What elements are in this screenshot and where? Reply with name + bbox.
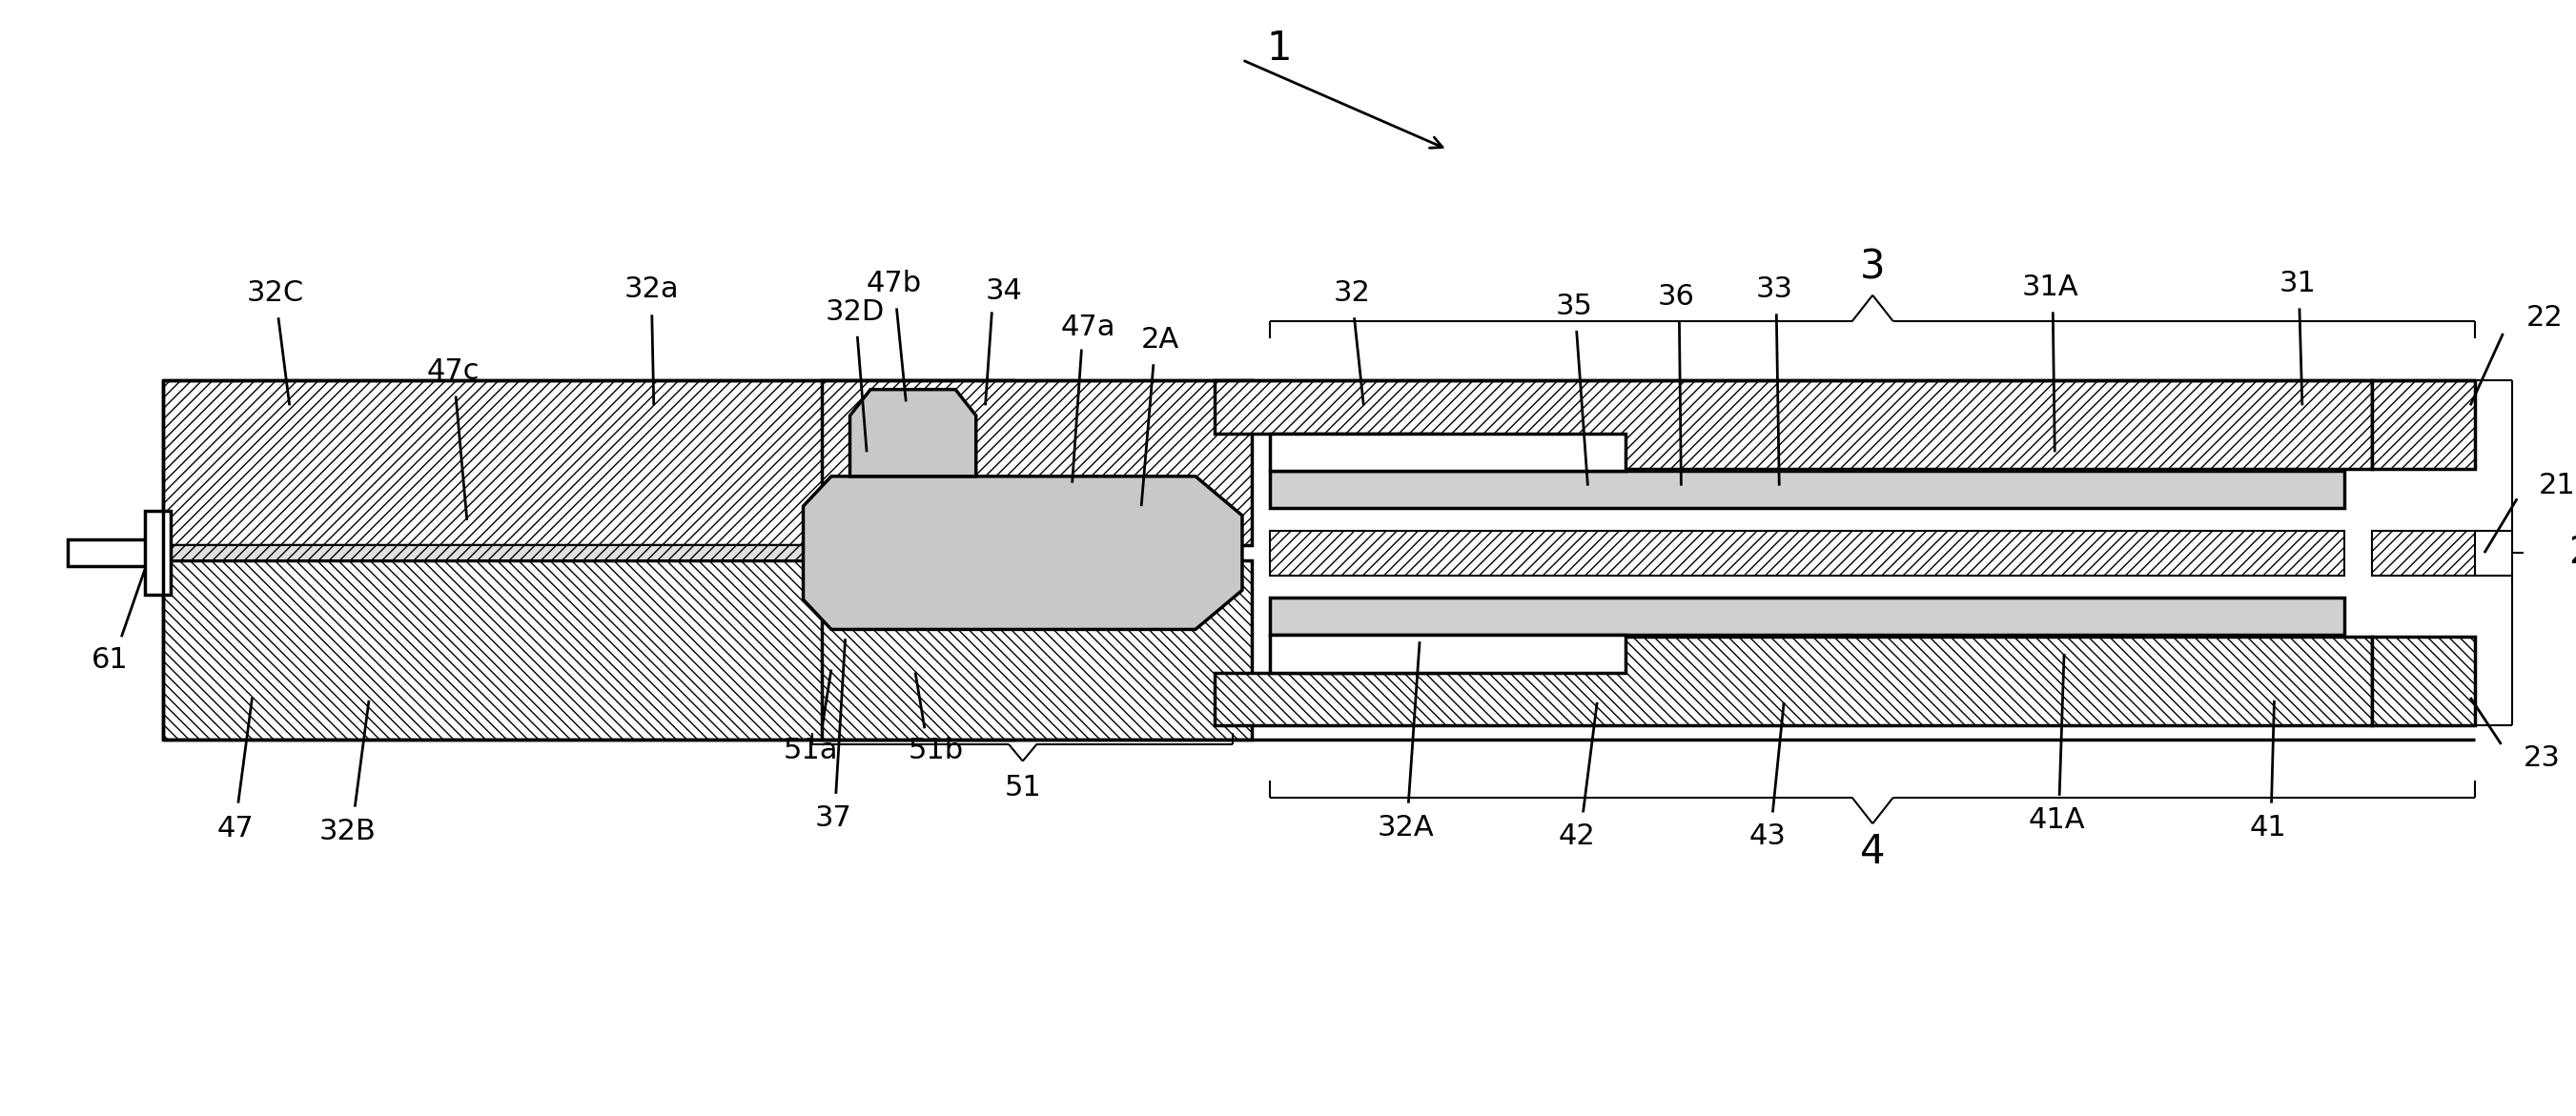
Bar: [2372, 530, 2476, 575]
Text: 23: 23: [2524, 744, 2561, 772]
Text: 43: 43: [1749, 822, 1785, 850]
Polygon shape: [804, 477, 1242, 629]
Text: 34: 34: [987, 278, 1023, 306]
Text: 36: 36: [1659, 283, 1695, 311]
Polygon shape: [1213, 637, 2372, 725]
Text: 37: 37: [814, 805, 853, 831]
Text: 22: 22: [2527, 304, 2563, 331]
Bar: [1270, 635, 1625, 672]
Bar: [2372, 637, 2476, 725]
Bar: [162, 381, 1012, 546]
Polygon shape: [850, 389, 976, 477]
Bar: [1270, 471, 2344, 508]
Text: 33: 33: [1757, 276, 1793, 304]
Text: 32: 32: [1334, 279, 1370, 307]
Text: 32C: 32C: [247, 279, 304, 307]
Text: 32a: 32a: [623, 276, 680, 304]
Text: 1: 1: [1267, 29, 1293, 69]
Text: 4: 4: [1860, 831, 1886, 872]
Bar: [162, 546, 1012, 560]
Bar: [162, 381, 2476, 740]
Text: 2A: 2A: [1141, 326, 1180, 354]
Text: 51a: 51a: [783, 737, 837, 764]
Text: 61: 61: [93, 646, 129, 674]
Text: 21: 21: [2537, 472, 2576, 500]
Text: 51: 51: [1005, 773, 1041, 801]
Bar: [162, 560, 1012, 740]
Bar: [1270, 433, 1625, 471]
Text: 47c: 47c: [428, 357, 479, 385]
Text: 51b: 51b: [909, 737, 963, 764]
Text: 3: 3: [1860, 247, 1886, 287]
Text: 42: 42: [1558, 822, 1595, 850]
Bar: [2372, 381, 2476, 469]
Text: 47a: 47a: [1061, 314, 1115, 340]
Text: 31A: 31A: [2022, 273, 2079, 301]
Text: 41: 41: [2249, 814, 2285, 841]
Text: 31: 31: [2280, 270, 2316, 298]
Polygon shape: [144, 511, 170, 595]
Text: 32D: 32D: [824, 298, 884, 326]
Text: 47b: 47b: [866, 270, 922, 298]
Bar: [1270, 530, 2344, 575]
Text: 35: 35: [1556, 292, 1592, 320]
Text: 32A: 32A: [1378, 814, 1435, 841]
Text: 41A: 41A: [2027, 806, 2084, 834]
Polygon shape: [1213, 381, 2372, 469]
Bar: [1270, 598, 2344, 635]
Text: 47: 47: [216, 815, 255, 843]
Text: 2: 2: [2568, 535, 2576, 571]
Bar: [822, 560, 1252, 740]
Text: 32B: 32B: [319, 817, 376, 845]
Bar: [822, 381, 1252, 546]
Polygon shape: [67, 540, 162, 566]
